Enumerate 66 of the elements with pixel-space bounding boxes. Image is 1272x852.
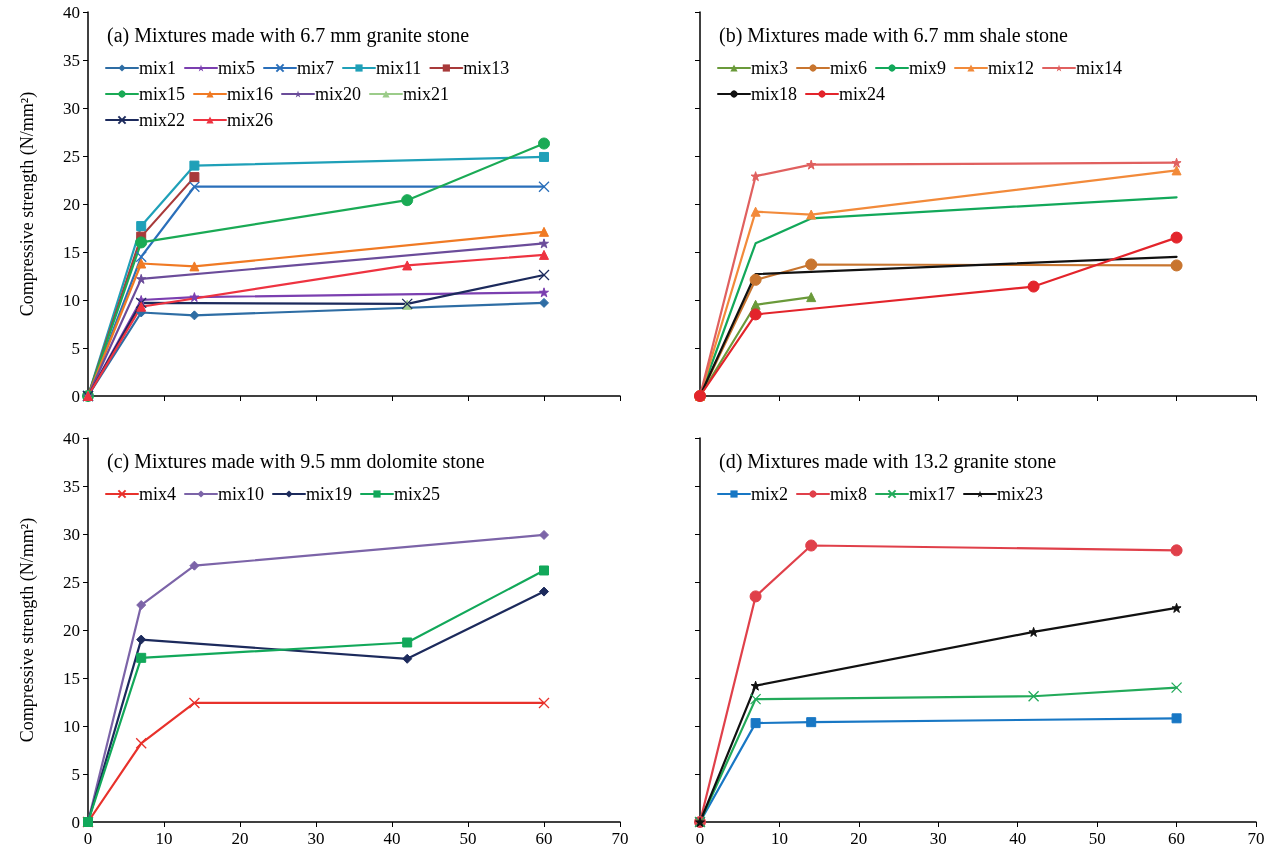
legend-label: mix13 (463, 58, 510, 78)
x-tick-label: 70 (1247, 829, 1265, 848)
y-tick-label: 5 (71, 764, 80, 784)
y-tick-label: 5 (71, 338, 80, 358)
y-tick-label: 0 (71, 812, 80, 832)
legend-label: mix9 (909, 58, 947, 78)
x-tick-label: 60 (1168, 829, 1186, 848)
text: (a) Mixtures made with 6.7 mm granite stone (107, 24, 470, 47)
y-tick-label: 20 (63, 194, 80, 214)
legend-label: mix21 (403, 84, 450, 104)
x-tick-label: 10 (770, 829, 788, 848)
y-tick-label: 20 (63, 620, 80, 640)
x-tick-label: 60 (535, 829, 553, 848)
legend-label: mix6 (830, 58, 868, 78)
x-tick-label: 10 (155, 829, 173, 848)
x-tick-label: 20 (231, 829, 249, 848)
y-tick-label: 10 (63, 290, 80, 310)
x-tick-label: 0 (83, 829, 93, 848)
legend-label: mix10 (218, 484, 265, 504)
legend-label: mix3 (751, 58, 789, 78)
legend-label: mix23 (997, 484, 1044, 504)
y-tick-label: 35 (63, 476, 80, 496)
legend-label: mix2 (751, 484, 789, 504)
x-tick-label: 20 (850, 829, 868, 848)
y-tick-label: 10 (63, 716, 80, 736)
text: (c) Mixtures made with 9.5 mm dolomite stone (107, 450, 485, 473)
legend-label: mix11 (376, 58, 422, 78)
y-tick-label: 15 (63, 242, 80, 262)
legend-label: mix5 (218, 58, 256, 78)
legend-label: mix22 (139, 110, 186, 130)
legend-label: mix24 (839, 84, 886, 104)
x-tick-label: 30 (307, 829, 325, 848)
legend-label: mix16 (227, 84, 274, 104)
y-tick-label: 30 (63, 98, 80, 118)
y-tick-label: 0 (71, 386, 80, 406)
x-tick-label: 70 (611, 829, 629, 848)
y-axis-title: Compressive strength (N/mm²) (17, 91, 38, 317)
y-axis-title: Compressive strength (N/mm²) (17, 517, 38, 743)
x-tick-label: 40 (383, 829, 401, 848)
y-tick-label: 40 (63, 428, 80, 448)
y-tick-label: 30 (63, 524, 80, 544)
legend-label: mix25 (394, 484, 441, 504)
text: (d) Mixtures made with 13.2 granite stone (719, 450, 1057, 473)
x-tick-label: 50 (459, 829, 477, 848)
legend-label: mix26 (227, 110, 274, 130)
legend-label: mix19 (306, 484, 353, 504)
y-tick-label: 15 (63, 668, 80, 688)
legend-label: mix8 (830, 484, 868, 504)
legend-label: mix17 (909, 484, 956, 504)
legend-label: mix14 (1076, 58, 1123, 78)
legend-label: mix12 (988, 58, 1035, 78)
y-tick-label: 25 (63, 572, 80, 592)
legend-label: mix15 (139, 84, 186, 104)
legend-label: mix18 (751, 84, 798, 104)
text: (b) Mixtures made with 6.7 mm shale stone (719, 24, 1068, 47)
legend-label: mix4 (139, 484, 177, 504)
legend-label: mix20 (315, 84, 362, 104)
y-tick-label: 35 (63, 50, 80, 70)
y-tick-label: 25 (63, 146, 80, 166)
legend-label: mix7 (297, 58, 335, 78)
x-tick-label: 0 (695, 829, 705, 848)
y-tick-label: 40 (63, 2, 80, 22)
x-tick-label: 30 (929, 829, 947, 848)
x-tick-label: 40 (1009, 829, 1027, 848)
x-tick-label: 50 (1088, 829, 1106, 848)
legend-label: mix1 (139, 58, 177, 78)
